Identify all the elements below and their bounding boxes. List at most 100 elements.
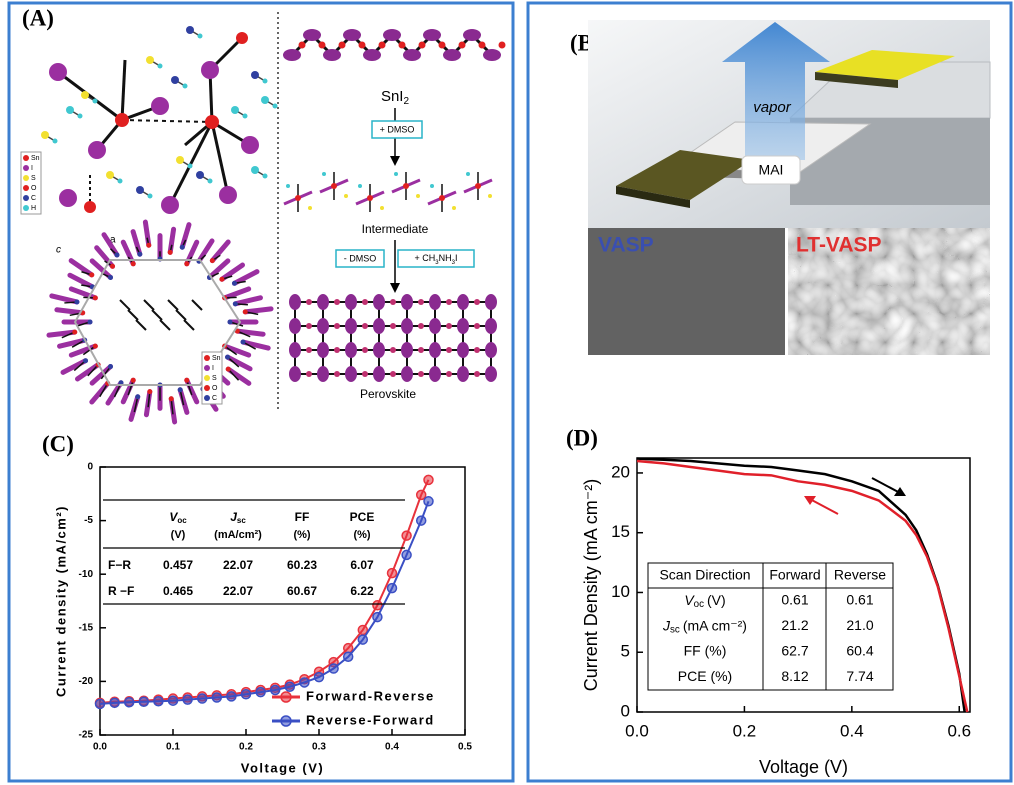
crystal-bond [99,383,109,398]
table-cell: 0.465 [163,584,193,598]
atom [261,96,269,104]
data-point [284,681,296,693]
atom [478,41,486,49]
crystal-bond [191,299,203,311]
legend-label: I [212,365,214,372]
crystal-bond [170,398,174,415]
atom [373,366,385,382]
crystal-bond [127,379,134,396]
data-point [299,677,310,688]
table-header: FF [295,510,310,524]
crystal-bond [147,391,151,408]
atom [373,318,385,334]
crystal-rod [225,366,252,386]
atom [334,323,340,329]
y-tick-label: -20 [79,676,94,687]
atom [403,183,409,189]
atom [485,342,497,358]
atom [446,347,452,353]
table-cell: 60.23 [287,558,317,572]
atom [363,49,381,61]
crystal-bond [175,309,187,321]
atom [176,156,184,164]
atom [205,115,219,129]
image-label: LT-VASP [796,234,882,257]
table-row-label: F−R [108,558,131,572]
y-tick-label: 15 [611,522,630,541]
atom [398,41,406,49]
crystal-rod [68,286,98,301]
atom [137,251,143,257]
crystal-rod [240,339,271,351]
atom [394,172,398,176]
atom [358,41,366,49]
legend-label: H [31,205,36,212]
atom [298,41,306,49]
table-cell: FF (%) [684,643,727,659]
atom [429,318,441,334]
y-axis-label: Current Density (mA cm⁻²) [581,479,601,692]
atom [334,347,340,353]
table-cell: 62.7 [781,643,808,659]
atom [59,189,77,207]
crystal-rod [234,328,266,337]
atom [457,294,469,310]
atom [157,63,163,69]
data-point [342,642,354,654]
x-tick-label: 0.6 [947,721,971,740]
data-point [386,582,398,594]
table-cell: 6.22 [350,584,374,598]
atom [378,41,386,49]
atom [197,33,203,39]
data-point [328,663,339,674]
atom [184,377,190,383]
atom [306,347,312,353]
label-box [741,155,801,185]
y-tick-label: 10 [611,582,630,601]
vapor-arrow [722,22,830,160]
sem-image [788,228,990,355]
legend-swatch [23,205,29,211]
atom [209,258,215,264]
atom [373,342,385,358]
crystal-rod [74,362,101,382]
table-header: Voc [169,510,187,525]
axis-label: c [56,245,61,256]
axis-label: a [110,235,116,246]
atom [92,98,98,104]
y-tick-label: -5 [84,515,93,526]
atom [289,366,301,382]
table-cell: 0.61 [781,592,808,608]
table-header: PCE [350,510,375,524]
table-row-label: R −F [108,584,134,598]
atom [446,323,452,329]
data-point [357,634,369,645]
atom [168,396,174,402]
data-point [313,671,325,683]
text-part: PCE [350,510,375,524]
atom [283,49,301,61]
x-axis-label: Voltage (V) [241,760,324,775]
atom [251,71,259,79]
data-point [386,567,398,579]
y-axis-label: Current density (mA/cm²) [53,505,68,697]
crystal-bond [135,319,147,331]
x-axis-label: Voltage (V) [759,757,848,777]
data-point [138,696,150,708]
atom [401,342,413,358]
arrow-head [894,487,906,496]
atom [115,113,129,127]
x-tick-label: 0.4 [385,742,399,753]
atom [317,294,329,310]
atom [77,113,83,119]
crystal-rod [94,245,116,269]
table-header: (V) [171,529,186,541]
atom [318,41,326,49]
atom [338,41,346,49]
atom [345,342,357,358]
x-tick-label: 0.1 [166,742,180,753]
arrow-head [390,283,400,293]
atom [114,252,120,258]
atom [242,309,248,315]
atom [108,274,114,280]
